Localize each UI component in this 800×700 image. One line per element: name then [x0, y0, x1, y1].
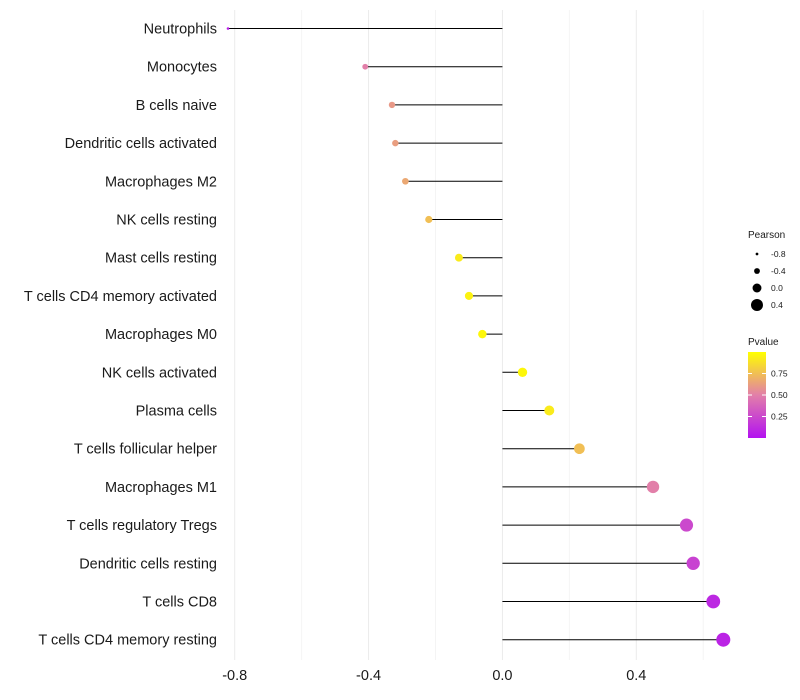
category-label-8: Macrophages M0: [105, 327, 217, 343]
category-label-2: B cells naive: [136, 98, 217, 114]
size-legend: Pearson -0.8 -0.4 0.0 0.4: [748, 230, 786, 311]
category-label-3: Dendritic cells activated: [65, 136, 217, 152]
category-labels: Neutrophils Monocytes B cells naive Dendrit…: [24, 22, 217, 649]
size-legend-title: Pearson: [748, 230, 785, 241]
size-legend-key-2: [752, 283, 762, 293]
point-12: [646, 480, 660, 494]
color-legend-label-2: 0.75: [771, 369, 788, 379]
size-legend-label-1: -0.4: [771, 266, 786, 276]
size-legend-key-0: [755, 252, 759, 256]
category-label-11: T cells follicular helper: [74, 442, 217, 458]
x-tick-label-0: -0.8: [222, 668, 247, 684]
point-16: [716, 632, 731, 647]
category-label-14: Dendritic cells resting: [79, 556, 217, 572]
category-label-10: Plasma cells: [136, 404, 217, 420]
category-label-5: NK cells resting: [116, 213, 217, 229]
color-legend-title: Pvalue: [748, 337, 779, 348]
point-layer: [226, 27, 731, 647]
point-3: [392, 139, 399, 147]
color-legend: Pvalue 0.25 0.50 0.75: [748, 337, 788, 438]
size-legend-label-3: 0.4: [771, 300, 783, 310]
point-15: [706, 594, 721, 609]
size-legend-key-3: [751, 299, 763, 311]
size-legend-label-2: 0.0: [771, 283, 783, 293]
size-legend-label-0: -0.8: [771, 249, 786, 259]
color-legend-label-1: 0.50: [771, 390, 788, 400]
category-label-0: Neutrophils: [144, 22, 217, 38]
point-14: [686, 556, 700, 570]
point-0: [226, 27, 230, 30]
x-tick-label-3: 0.4: [626, 668, 646, 684]
x-axis-ticks: -0.8 -0.4 0.0 0.4: [222, 668, 646, 684]
category-label-13: T cells regulatory Tregs: [67, 518, 217, 534]
category-label-1: Monocytes: [147, 60, 217, 76]
point-4: [402, 177, 409, 185]
category-label-4: Macrophages M2: [105, 174, 217, 190]
point-7: [464, 291, 474, 300]
x-tick-label-2: 0.0: [492, 668, 512, 684]
point-5: [425, 215, 433, 224]
point-2: [388, 101, 396, 109]
point-10: [544, 405, 555, 416]
size-legend-key-1: [754, 268, 760, 274]
point-13: [679, 518, 694, 532]
category-label-12: Macrophages M1: [105, 480, 217, 496]
color-legend-label-0: 0.25: [771, 412, 788, 422]
segment-layer: [228, 28, 724, 641]
category-label-9: NK cells activated: [102, 365, 217, 381]
category-label-7: T cells CD4 memory activated: [24, 289, 217, 305]
category-label-16: T cells CD4 memory resting: [38, 633, 217, 649]
point-11: [574, 443, 585, 455]
category-label-15: T cells CD8: [142, 595, 217, 611]
point-6: [454, 253, 463, 262]
point-9: [517, 367, 528, 377]
point-8: [478, 329, 487, 339]
category-label-6: Mast cells resting: [105, 251, 217, 267]
point-1: [362, 63, 369, 70]
color-legend-bar: [748, 352, 766, 438]
grid-layer: [234, 10, 704, 660]
x-tick-label-1: -0.4: [356, 668, 381, 684]
